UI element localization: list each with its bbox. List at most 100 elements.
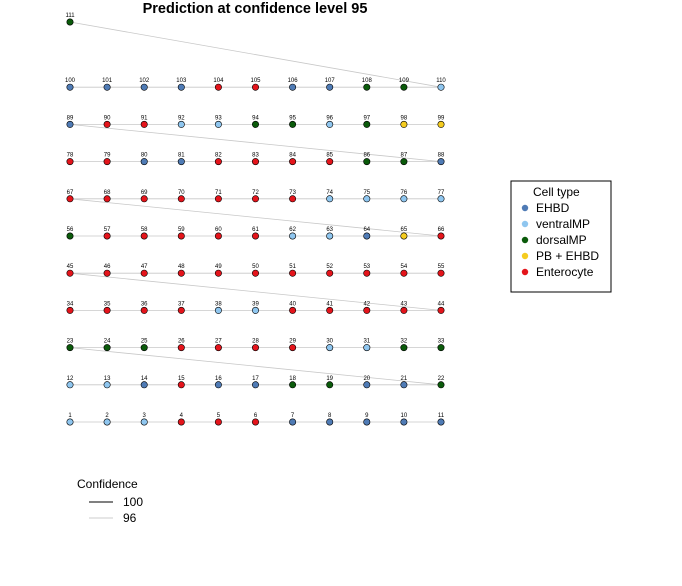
node-54 bbox=[400, 269, 408, 277]
node-107 bbox=[326, 83, 334, 91]
node-label-57: 57 bbox=[104, 227, 111, 233]
node-31 bbox=[363, 344, 371, 352]
node-19 bbox=[326, 381, 334, 389]
node-label-97: 97 bbox=[363, 115, 370, 121]
node-label-52: 52 bbox=[326, 264, 333, 270]
node-70 bbox=[177, 195, 185, 203]
node-75 bbox=[363, 195, 371, 203]
node-85 bbox=[326, 158, 334, 166]
node-label-10: 10 bbox=[401, 413, 408, 419]
legend-swatch bbox=[521, 204, 529, 212]
node-52 bbox=[326, 269, 334, 277]
legend-label: dorsalMP bbox=[536, 233, 587, 247]
node-99 bbox=[437, 120, 445, 128]
node-label-95: 95 bbox=[289, 115, 296, 121]
node-20 bbox=[363, 381, 371, 389]
edge-45-44 bbox=[69, 272, 442, 311]
node-label-102: 102 bbox=[139, 78, 150, 84]
node-73 bbox=[289, 195, 297, 203]
node-label-83: 83 bbox=[252, 153, 259, 159]
node-label-59: 59 bbox=[178, 227, 185, 233]
node-76 bbox=[400, 195, 408, 203]
node-100 bbox=[66, 83, 74, 91]
node-label-111: 111 bbox=[65, 13, 75, 19]
node-label-87: 87 bbox=[401, 153, 408, 159]
node-label-61: 61 bbox=[252, 227, 259, 233]
node-label-82: 82 bbox=[215, 153, 222, 159]
node-label-60: 60 bbox=[215, 227, 222, 233]
node-label-92: 92 bbox=[178, 115, 185, 121]
node-label-106: 106 bbox=[288, 78, 299, 84]
node-label-27: 27 bbox=[215, 339, 222, 345]
node-90 bbox=[103, 120, 111, 128]
node-65 bbox=[400, 232, 408, 240]
node-10 bbox=[400, 418, 408, 426]
node-11 bbox=[437, 418, 445, 426]
node-label-90: 90 bbox=[104, 115, 111, 121]
node-30 bbox=[326, 344, 334, 352]
node-label-63: 63 bbox=[326, 227, 333, 233]
node-32 bbox=[400, 344, 408, 352]
node-74 bbox=[326, 195, 334, 203]
node-label-21: 21 bbox=[401, 376, 408, 382]
node-label-62: 62 bbox=[289, 227, 296, 233]
node-label-54: 54 bbox=[401, 264, 408, 270]
node-95 bbox=[289, 120, 297, 128]
node-89 bbox=[66, 120, 74, 128]
node-label-2: 2 bbox=[105, 413, 109, 419]
node-label-53: 53 bbox=[363, 264, 370, 270]
node-label-45: 45 bbox=[67, 264, 74, 270]
node-79 bbox=[103, 158, 111, 166]
legend-swatch bbox=[521, 220, 529, 228]
node-6 bbox=[252, 418, 260, 426]
node-23 bbox=[66, 344, 74, 352]
node-44 bbox=[437, 306, 445, 314]
node-63 bbox=[326, 232, 334, 240]
node-label-81: 81 bbox=[178, 153, 185, 159]
node-48 bbox=[177, 269, 185, 277]
node-label-110: 110 bbox=[436, 78, 446, 84]
node-label-66: 66 bbox=[438, 227, 445, 233]
node-label-14: 14 bbox=[141, 376, 148, 382]
node-label-103: 103 bbox=[176, 78, 187, 84]
node-label-3: 3 bbox=[143, 413, 147, 419]
node-67 bbox=[66, 195, 74, 203]
node-label-39: 39 bbox=[252, 301, 259, 307]
node-43 bbox=[400, 306, 408, 314]
node-34 bbox=[66, 306, 74, 314]
node-102 bbox=[140, 83, 148, 91]
node-108 bbox=[363, 83, 371, 91]
node-label-18: 18 bbox=[289, 376, 296, 382]
node-label-36: 36 bbox=[141, 301, 148, 307]
node-label-33: 33 bbox=[438, 339, 445, 345]
node-label-80: 80 bbox=[141, 153, 148, 159]
node-109 bbox=[400, 83, 408, 91]
node-label-85: 85 bbox=[326, 153, 333, 159]
node-label-93: 93 bbox=[215, 115, 222, 121]
node-96 bbox=[326, 120, 334, 128]
node-label-8: 8 bbox=[328, 413, 332, 419]
node-58 bbox=[140, 232, 148, 240]
node-label-41: 41 bbox=[326, 301, 333, 307]
chart-title: Prediction at confidence level 95 bbox=[143, 1, 368, 17]
legend-label: EHBD bbox=[536, 201, 570, 215]
node-3 bbox=[140, 418, 148, 426]
node-label-49: 49 bbox=[215, 264, 222, 270]
node-label-9: 9 bbox=[365, 413, 369, 419]
node-label-77: 77 bbox=[438, 190, 445, 196]
cell-type-legend: Cell type EHBD ventralMP dorsalMP PB + EHBD… bbox=[510, 180, 612, 293]
legend-title: Cell type bbox=[533, 185, 580, 199]
node-label-38: 38 bbox=[215, 301, 222, 307]
node-46 bbox=[103, 269, 111, 277]
node-61 bbox=[252, 232, 260, 240]
legend-swatch bbox=[521, 252, 529, 260]
node-label-100: 100 bbox=[65, 78, 76, 84]
node-91 bbox=[140, 120, 148, 128]
node-label-46: 46 bbox=[104, 264, 111, 270]
node-label-79: 79 bbox=[104, 153, 111, 159]
node-label-25: 25 bbox=[141, 339, 148, 345]
node-60 bbox=[214, 232, 222, 240]
node-label-71: 71 bbox=[215, 190, 222, 196]
